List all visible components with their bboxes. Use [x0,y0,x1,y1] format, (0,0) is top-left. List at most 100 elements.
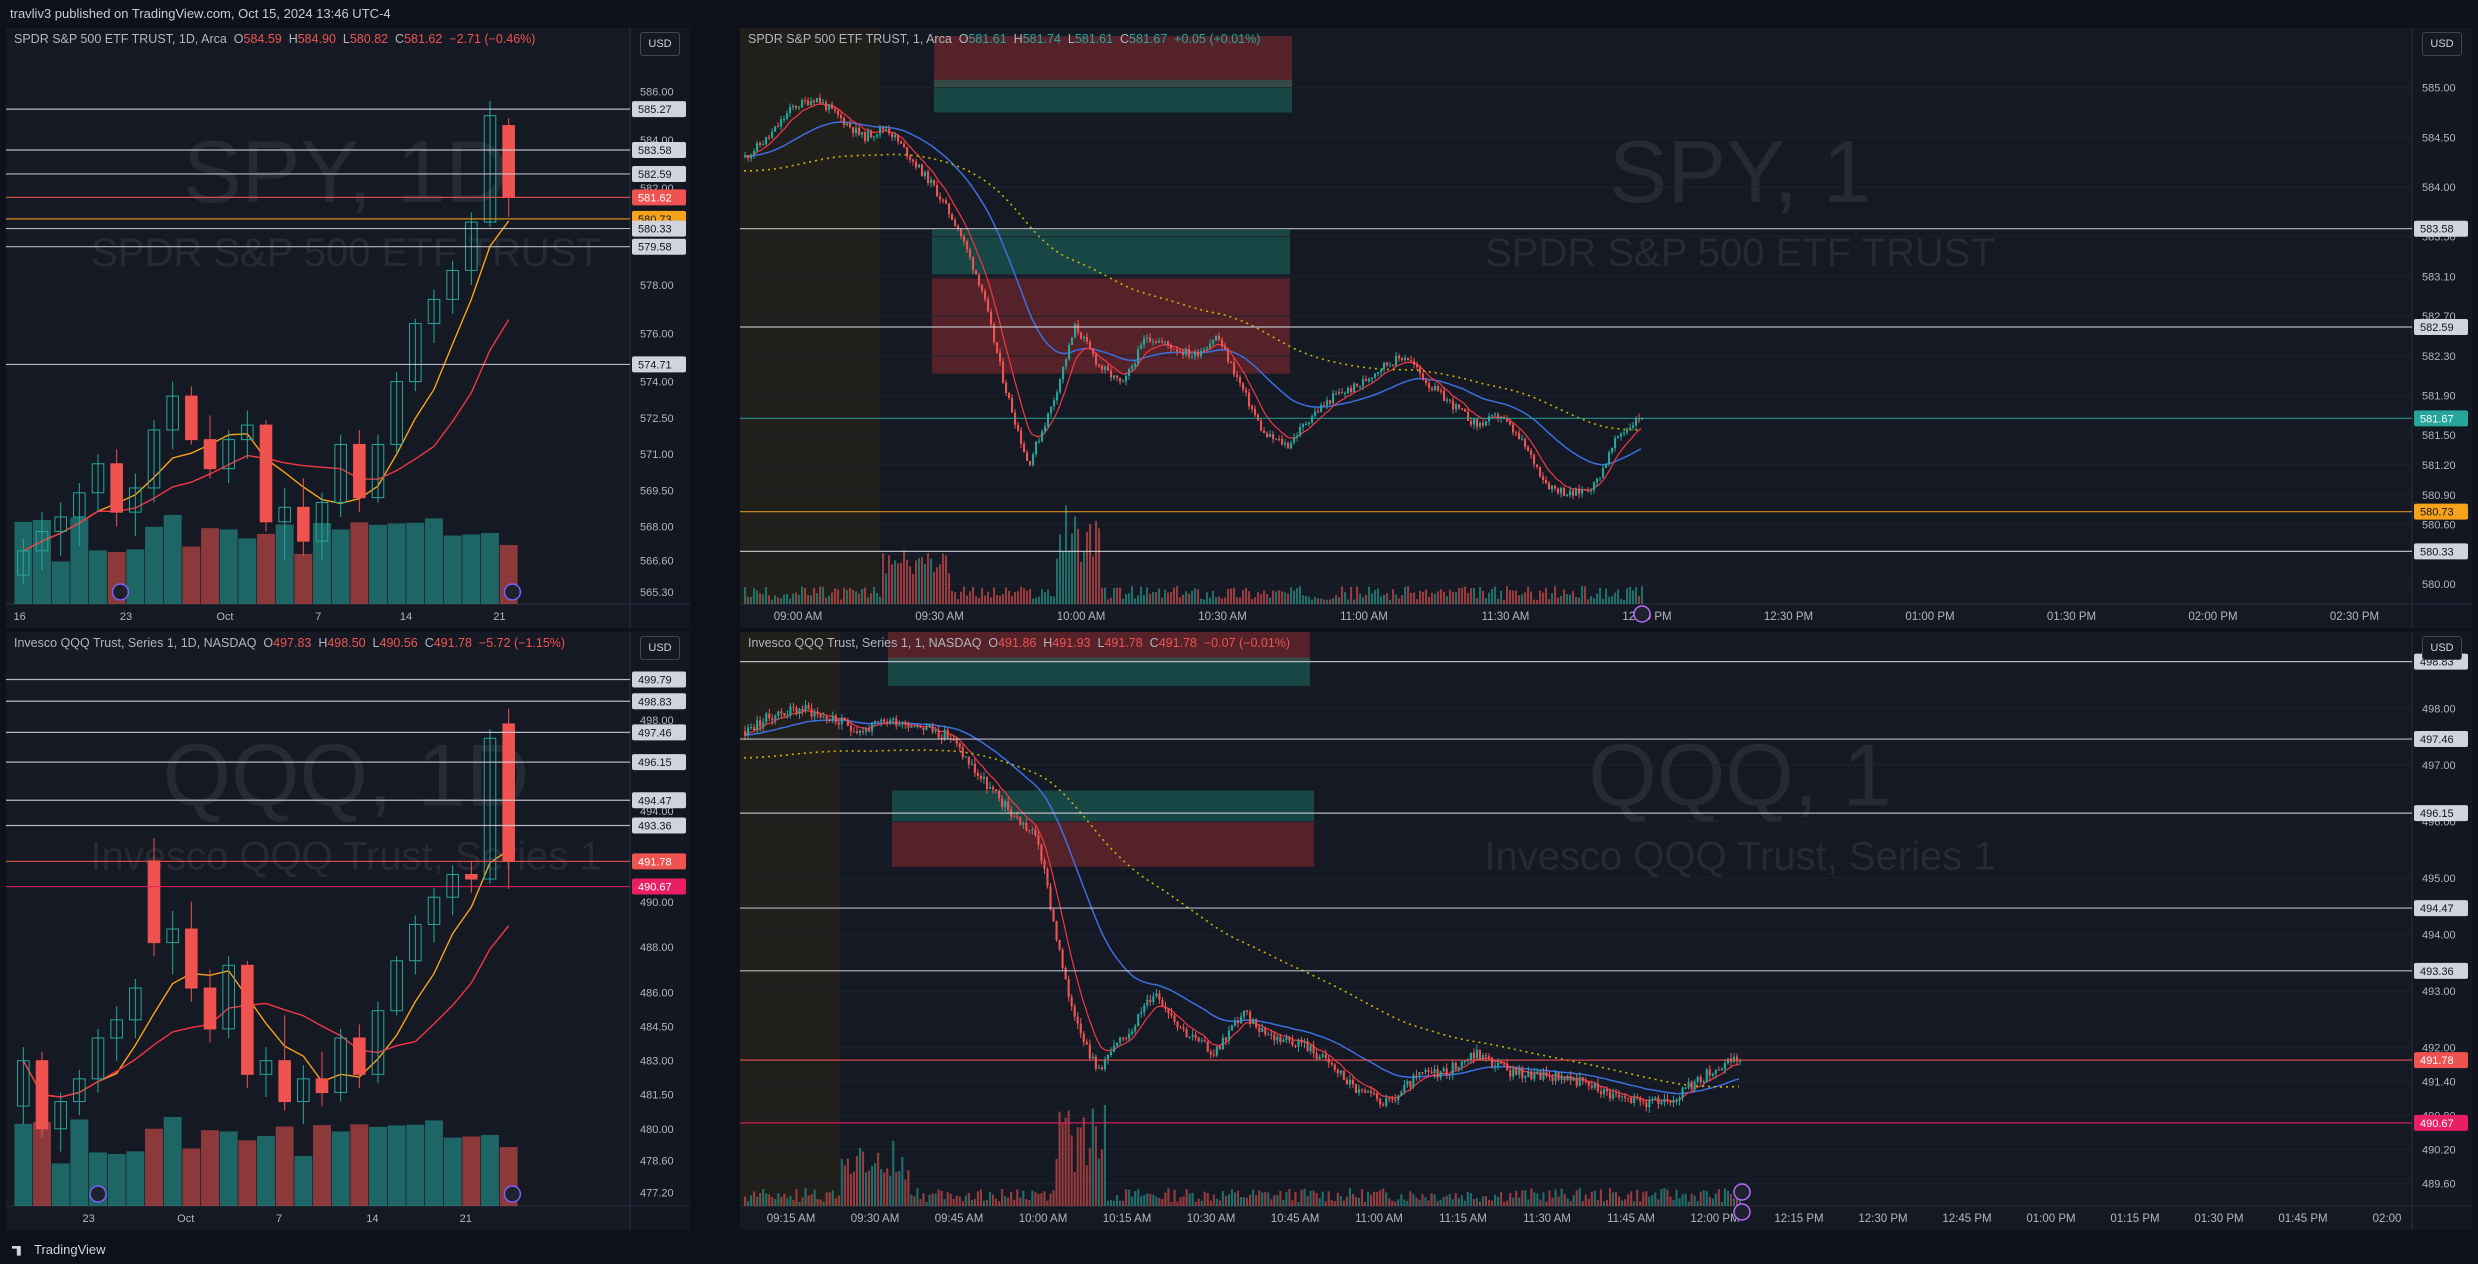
candle-body [1017,424,1020,431]
candle-body [222,439,235,470]
candle-body [771,131,774,138]
volume-bar [963,586,966,604]
currency-button[interactable]: USD [2422,32,2462,56]
volume-bar [1587,1198,1590,1206]
volume-bar [1071,533,1074,604]
currency-button[interactable]: USD [640,636,680,660]
level-price-tag [2414,503,2468,520]
volume-bar [837,1195,840,1206]
volume-bar [1098,528,1101,604]
candle-body [1708,1069,1711,1076]
candle-body [1338,392,1341,394]
volume-bar [1303,1188,1306,1206]
candle-body [1385,1098,1388,1106]
candle-body [1321,1054,1324,1057]
candle-body [1593,482,1596,491]
volume-bar [864,587,867,604]
candle-body [1059,379,1062,393]
candle-body [1360,1089,1364,1091]
candle-body [889,719,892,724]
footer-brand[interactable]: TradingView [0,1236,2478,1264]
candle-body [1068,344,1071,360]
volume-bar [780,1196,783,1206]
volume-bar [882,553,885,604]
candle-body [1203,1040,1206,1042]
candle-body [1563,1076,1566,1081]
candle-body [1260,420,1263,431]
candle-body [1374,373,1377,378]
volume-bar [813,587,816,604]
volume-bar [1176,586,1179,604]
candle-body [1639,1098,1642,1102]
candle-body [1143,1005,1146,1013]
candle-body [1439,1071,1442,1078]
volume-bar [1717,1189,1720,1206]
spy-1m-pane[interactable]: SPY, 1 SPDR S&P 500 ETF TRUST 585.00 584.50… [740,28,2472,628]
volume-bar [1053,596,1056,604]
volume-bar [954,592,957,604]
candle-body [1442,1068,1445,1072]
volume-bar [51,561,70,604]
candle-body [1484,1055,1488,1057]
volume-bar [1070,1135,1073,1206]
candle-body [1371,377,1374,379]
volume-bar [880,1169,883,1206]
volume-bar [801,1197,804,1206]
volume-bar [1602,1201,1606,1206]
volume-bar [1077,528,1080,604]
volume-bar [828,595,831,604]
candle-body [855,127,858,134]
candle-body [903,143,906,148]
volume-bar [1113,587,1116,604]
volume-bar [1521,1190,1524,1206]
volume-bar [1146,587,1149,604]
volume-bar [1345,1196,1348,1206]
qqq-daily-pane[interactable]: QQQ, 1D Invesco QQQ Trust, Series 1 498.00… [6,632,690,1230]
candle-body [1463,1061,1466,1063]
currency-button[interactable]: USD [2422,636,2462,660]
volume-bar [1005,587,1008,604]
volume-bar [753,1191,756,1206]
volume-bar [945,555,948,604]
candle-body [147,860,161,944]
candle-body [1720,1068,1723,1070]
candle-body [1524,1076,1527,1078]
candle-body [1515,1068,1518,1075]
qqq-1m-pane[interactable]: QQQ, 1 Invesco QQQ Trust, Series 1 498.00 4… [740,632,2472,1230]
level-price-label: 583.58 [638,145,672,157]
candle-body [1227,1030,1230,1041]
volume-bar [1049,1193,1052,1206]
candle-body [1530,450,1533,455]
volume-bar [1690,1193,1693,1206]
spy-daily-pane[interactable]: SPY, 1D SPDR S&P 500 ETF TRUST 586.00 584.0… [6,28,690,628]
volume-bar [481,532,499,604]
candle-body [1454,1062,1457,1070]
volume-bar [1173,1189,1176,1206]
currency-button[interactable]: USD [640,32,680,56]
volume-bar [443,1137,462,1206]
candle-body [873,136,876,138]
candle-body [1527,1071,1530,1077]
volume-bar [1281,591,1284,604]
volume-bar [1197,589,1200,604]
candle-body [1119,1037,1122,1043]
level-price-label: 491.78 [2420,1055,2454,1067]
volume-bar [1382,1188,1385,1206]
candle-body [1032,454,1035,465]
candle-body [1312,1045,1315,1054]
candle-body [1037,834,1040,845]
time-tick-label: 23 [120,611,132,623]
level-price-label: 497.46 [2420,734,2454,746]
volume-bar [1509,590,1512,604]
candle-body [1173,1015,1176,1022]
candle-body [1711,1073,1714,1076]
volume-bar [901,1156,904,1206]
volume-bar [1327,1191,1330,1206]
volume-bar [257,533,275,604]
volume-bar [70,517,89,604]
volume-bar [765,1193,768,1206]
